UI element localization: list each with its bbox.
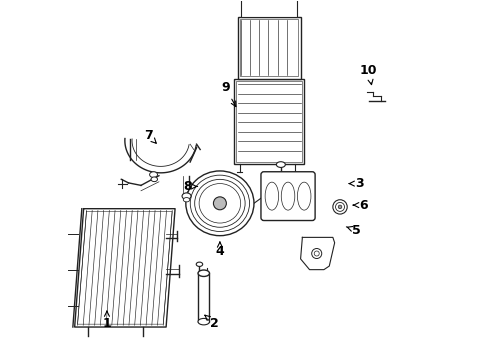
Text: 2: 2: [205, 315, 219, 330]
Bar: [198, 273, 210, 321]
Ellipse shape: [333, 200, 347, 214]
Ellipse shape: [149, 172, 157, 177]
Ellipse shape: [312, 248, 322, 258]
Bar: [242, 0, 297, 17]
Text: 10: 10: [360, 64, 377, 85]
Ellipse shape: [183, 198, 190, 202]
Ellipse shape: [276, 162, 285, 167]
Text: 8: 8: [183, 180, 197, 193]
Text: 9: 9: [221, 81, 236, 107]
Bar: [234, 78, 304, 164]
Bar: [236, 81, 302, 162]
Polygon shape: [300, 237, 335, 270]
Ellipse shape: [336, 202, 344, 211]
Text: 1: 1: [102, 311, 111, 330]
Ellipse shape: [198, 270, 210, 276]
FancyBboxPatch shape: [261, 172, 315, 221]
Ellipse shape: [151, 177, 157, 181]
Text: 4: 4: [216, 242, 224, 258]
Text: 5: 5: [346, 224, 361, 237]
Text: 3: 3: [349, 177, 364, 190]
Ellipse shape: [190, 175, 249, 231]
Ellipse shape: [195, 179, 245, 227]
Text: 7: 7: [144, 129, 156, 143]
Text: 6: 6: [353, 199, 368, 212]
Ellipse shape: [338, 205, 342, 209]
Ellipse shape: [186, 171, 254, 236]
Bar: [238, 17, 300, 78]
Polygon shape: [74, 209, 175, 327]
Ellipse shape: [182, 193, 191, 199]
Ellipse shape: [196, 262, 203, 266]
Ellipse shape: [199, 184, 241, 223]
Bar: [240, 19, 298, 76]
Ellipse shape: [198, 319, 210, 325]
Ellipse shape: [214, 197, 226, 210]
